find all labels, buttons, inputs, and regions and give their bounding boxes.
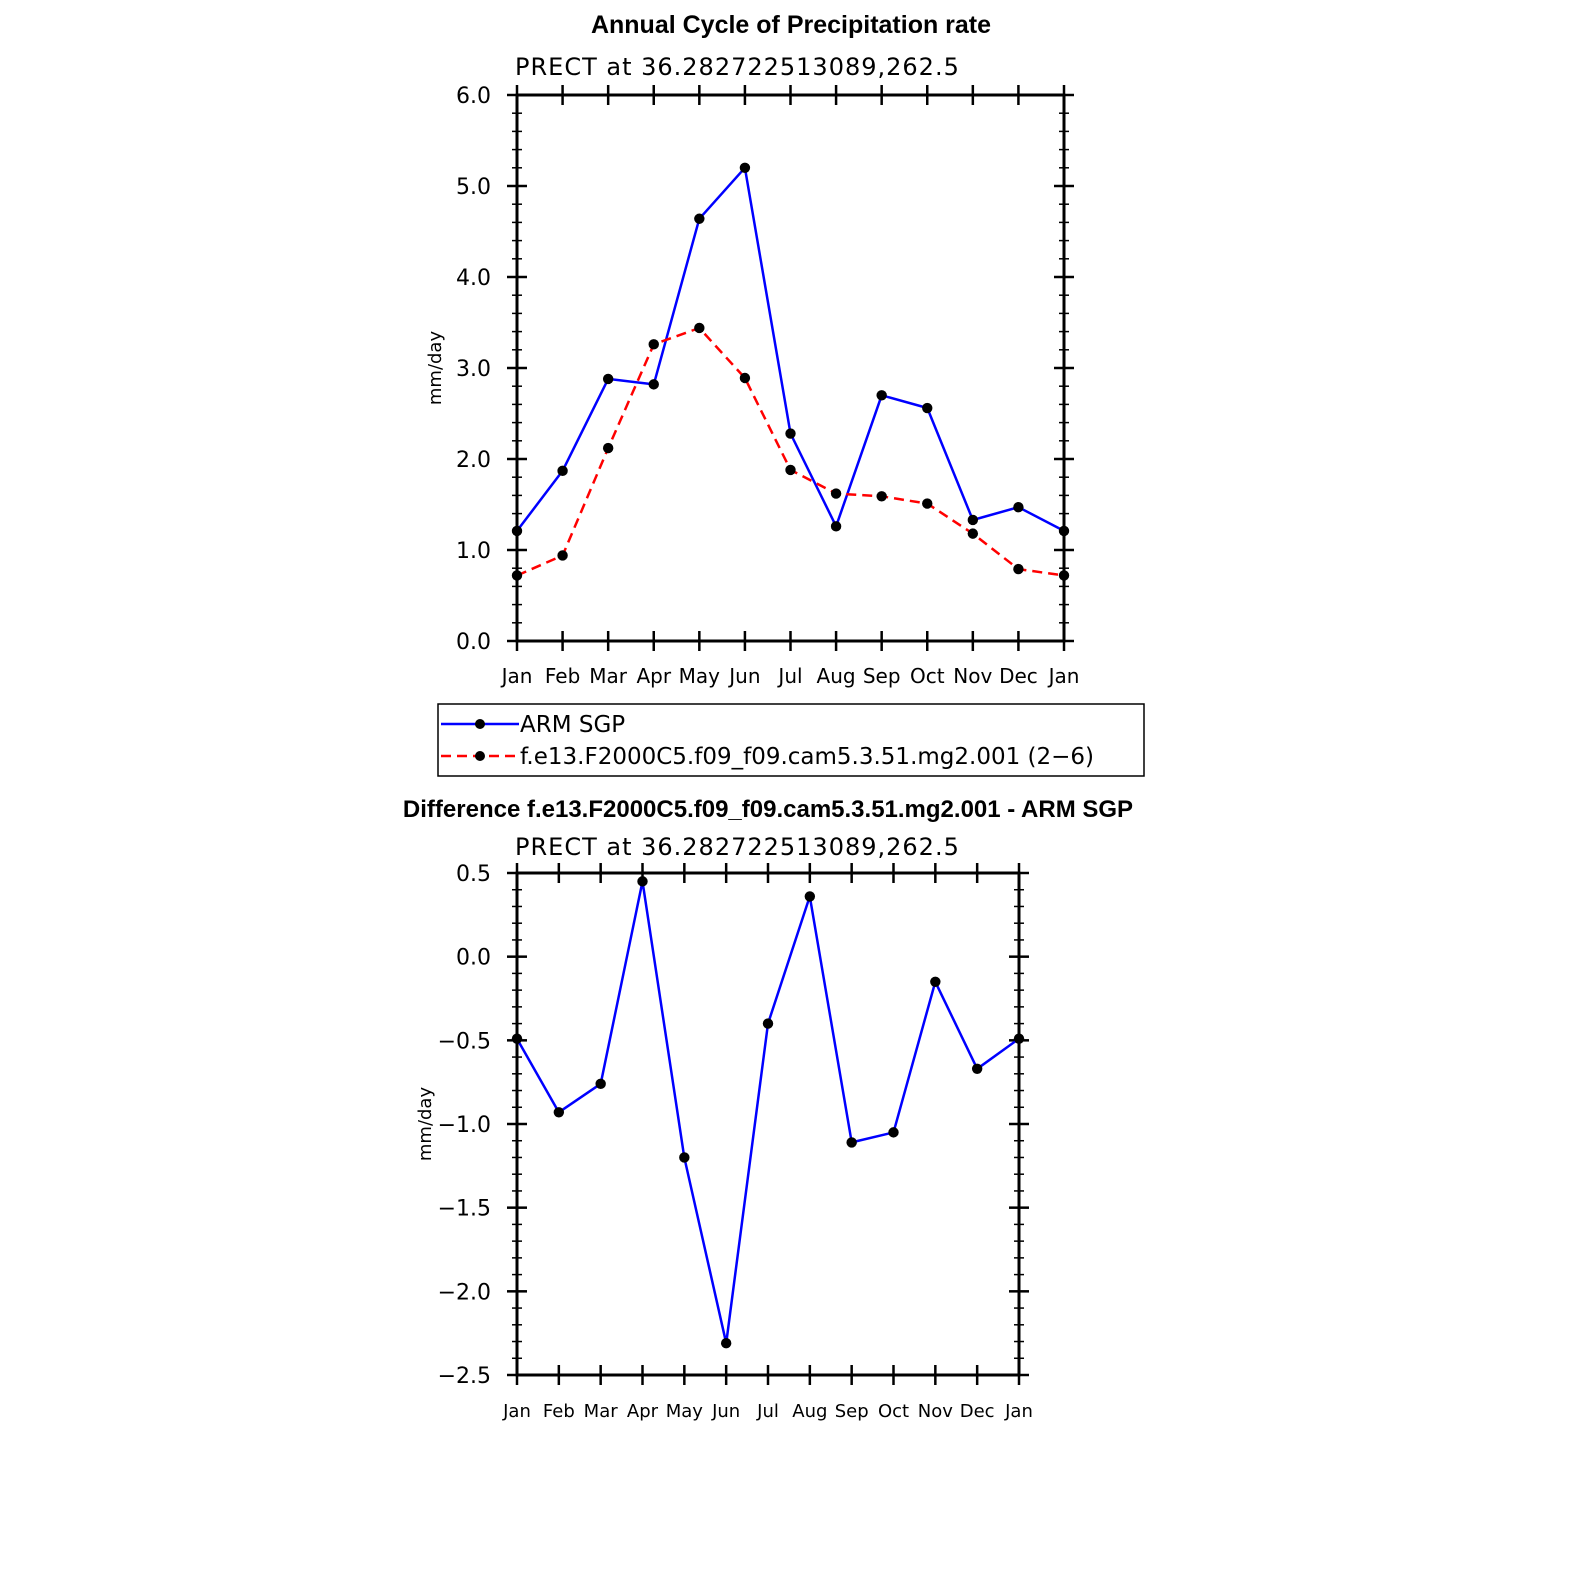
series-line-0 <box>516 166 1065 533</box>
y-tick-label: 0.0 <box>456 630 491 655</box>
series-1-point <box>922 498 933 509</box>
y-tick-label: −2.5 <box>438 1364 491 1389</box>
x-tick-label: Sep <box>835 1401 869 1422</box>
series-1-point <box>739 372 751 384</box>
chart2-title: Difference f.e13.F2000C5.f09_f09.cam5.3.… <box>403 796 1133 823</box>
x-tick-label: Feb <box>543 1401 575 1422</box>
series-0-point <box>967 514 979 526</box>
series-1-point <box>785 464 796 476</box>
series-1-point <box>648 339 659 350</box>
legend-label-model: f.e13.F2000C5.f09_f09.cam5.3.51.mg2.001 … <box>520 744 1094 770</box>
legend-entry-model: f.e13.F2000C5.f09_f09.cam5.3.51.mg2.001 … <box>441 744 1094 770</box>
series-0-point <box>846 1137 857 1148</box>
y-tick-label: 1.0 <box>456 539 491 564</box>
x-tick-label: Jul <box>776 664 802 688</box>
series-0-point <box>553 1107 565 1118</box>
chart1-ylabel: mm/day <box>425 331 446 406</box>
x-tick-label: Jan <box>500 664 533 688</box>
y-tick-label: 4.0 <box>456 266 491 291</box>
series-0-point <box>922 402 933 414</box>
series-1-point <box>557 550 568 561</box>
chart2-plot-frame <box>515 871 1021 1377</box>
series-line-0 <box>515 880 1020 1345</box>
x-tick-label: Nov <box>953 664 992 688</box>
series-0-point <box>1013 502 1024 513</box>
y-tick-label: 3.0 <box>456 357 491 382</box>
x-tick-label: Nov <box>918 1401 953 1422</box>
series-1-point <box>694 322 705 334</box>
chart1-ticks: Jan Feb Mar Apr May Jun Jul Aug Sep Oct Nov Dec Jan 0… <box>456 84 1079 688</box>
chart2-ylabel: mm/day <box>415 1087 436 1162</box>
y-tick-label: −2.0 <box>438 1280 491 1305</box>
difference-chart: Difference f.e13.F2000C5.f09_f09.cam5.3.… <box>403 796 1133 1422</box>
series-0-point <box>648 379 659 390</box>
series-0-point <box>830 521 842 532</box>
series-1-point <box>1013 563 1024 575</box>
series-0-point <box>804 891 816 902</box>
y-tick-label: −1.5 <box>438 1197 491 1222</box>
x-tick-label: Oct <box>910 664 945 688</box>
y-tick-label: 0.0 <box>456 946 491 971</box>
chart1-legend: ARM SGP f.e13.F2000C5.f09_f09.cam5.3.51.… <box>437 703 1145 777</box>
series-0-point <box>720 1338 732 1349</box>
legend-label-arm-sgp: ARM SGP <box>520 712 625 738</box>
series-1-point <box>967 528 979 539</box>
x-tick-label: Jul <box>756 1401 779 1422</box>
x-tick-label: Jun <box>711 1401 740 1422</box>
y-tick-label: −0.5 <box>438 1029 491 1054</box>
y-tick-label: −1.0 <box>438 1113 491 1138</box>
x-tick-label: Apr <box>636 664 671 688</box>
series-1-point <box>876 491 887 502</box>
series-0-point <box>595 1078 606 1090</box>
series-0-point <box>557 465 568 477</box>
x-tick-label: Mar <box>589 664 628 688</box>
x-tick-label: Sep <box>863 664 901 688</box>
chart2-ticks: Jan Feb Mar Apr May Jun Jul Aug Sep Oct Nov Dec Jan−… <box>438 862 1033 1422</box>
y-tick-label: 5.0 <box>456 175 491 200</box>
chart1-series <box>511 162 1070 581</box>
series-0-point <box>679 1152 690 1163</box>
x-tick-label: May <box>679 664 721 688</box>
series-0-point <box>971 1063 983 1074</box>
legend-marker-arm-sgp <box>475 719 485 729</box>
chart2-subtitle: PRECT at 36.282722513089,262.5 <box>515 833 960 861</box>
x-tick-label: Oct <box>878 1401 909 1422</box>
legend-marker-model <box>475 751 485 761</box>
y-tick-label: 6.0 <box>456 84 491 109</box>
chart1-title: Annual Cycle of Precipitation rate <box>591 11 991 39</box>
series-0-point <box>762 1018 774 1029</box>
chart1-plot-frame <box>515 93 1066 643</box>
legend-entry-arm-sgp: ARM SGP <box>441 712 625 738</box>
chart1-subtitle: PRECT at 36.282722513089,262.5 <box>515 53 960 81</box>
x-tick-label: Aug <box>817 664 856 688</box>
series-line-1 <box>516 326 1065 577</box>
y-tick-label: 2.0 <box>456 448 491 473</box>
y-tick-label: 0.5 <box>456 862 491 887</box>
series-0-point <box>888 1127 899 1138</box>
x-tick-label: Aug <box>792 1401 827 1422</box>
x-tick-label: Jan <box>1047 664 1080 688</box>
series-0-point <box>602 373 614 385</box>
x-tick-label: Dec <box>999 664 1038 688</box>
series-1-point <box>602 442 614 454</box>
legend-frame <box>437 703 1145 777</box>
x-tick-label: Dec <box>960 1401 995 1422</box>
x-tick-label: Jan <box>502 1401 531 1422</box>
x-tick-label: Mar <box>584 1401 619 1422</box>
series-0-point <box>930 976 941 987</box>
series-0-point <box>694 213 705 224</box>
series-0-point <box>785 428 796 439</box>
series-0-point <box>637 876 648 887</box>
x-tick-label: Jun <box>727 664 760 688</box>
series-1-point <box>830 488 842 499</box>
annual-cycle-chart: Annual Cycle of Precipitation rate PRECT… <box>425 11 1079 688</box>
x-tick-label: Apr <box>627 1401 659 1422</box>
series-0-point <box>739 162 751 173</box>
x-tick-label: Feb <box>545 664 580 688</box>
series-0-point <box>876 390 887 401</box>
chart2-series <box>511 876 1025 1349</box>
x-tick-label: May <box>666 1401 704 1422</box>
x-tick-label: Jan <box>1004 1401 1033 1422</box>
